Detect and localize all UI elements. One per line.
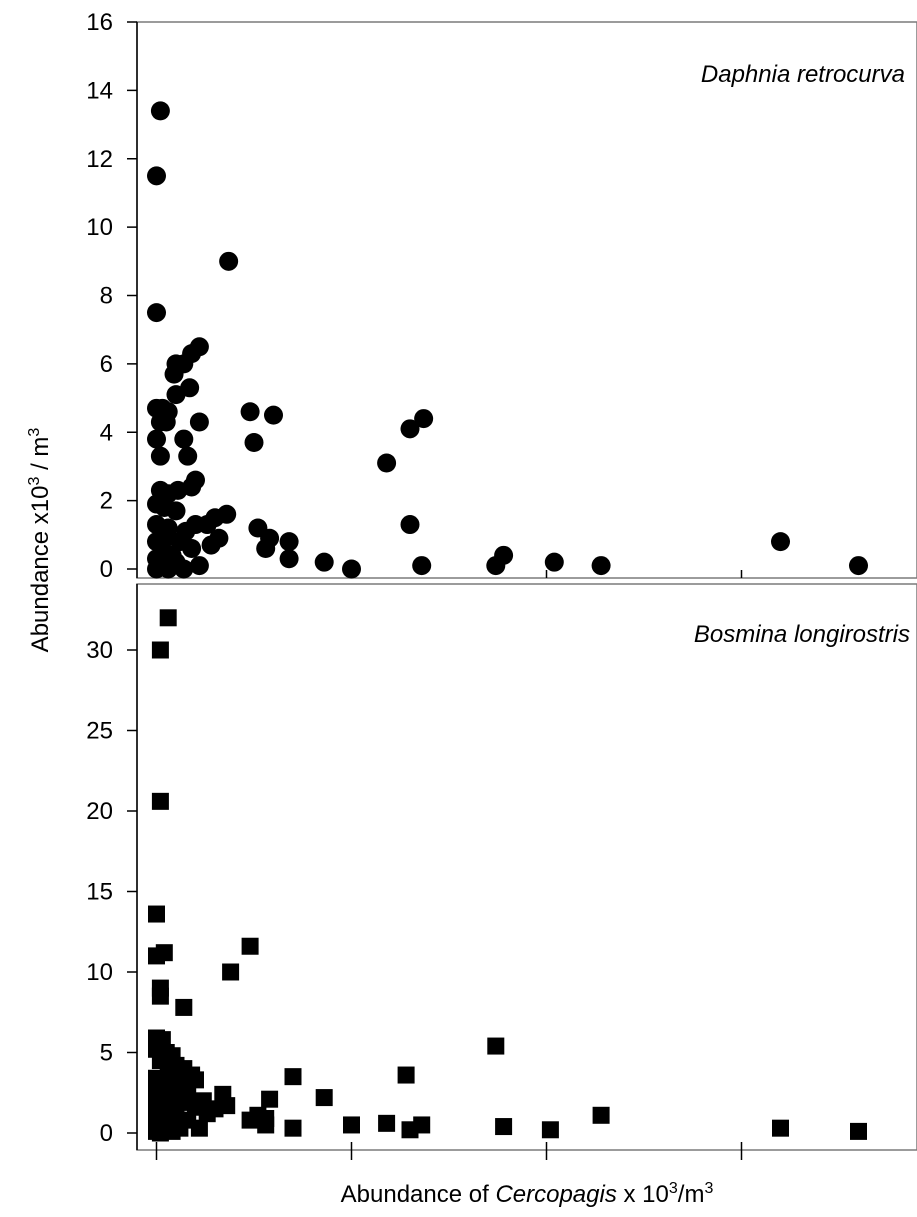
y-axis-title: Abundance x103 / m3 <box>26 428 54 653</box>
data-point-daphnia <box>414 409 434 429</box>
data-point-daphnia <box>189 412 209 432</box>
data-point-daphnia <box>147 166 166 186</box>
data-point-daphnia <box>197 515 217 535</box>
data-point-bosmina <box>151 641 169 659</box>
y-tick-label-daphnia: 8 <box>100 283 113 310</box>
data-point-daphnia <box>150 101 170 121</box>
data-point-bosmina <box>413 1116 431 1134</box>
data-point-bosmina <box>159 609 177 627</box>
data-point-daphnia <box>849 556 868 576</box>
y-tick-label-daphnia: 16 <box>86 9 113 36</box>
data-point-daphnia <box>150 446 170 466</box>
data-point-bosmina <box>163 1122 181 1140</box>
data-point-bosmina <box>495 1118 513 1136</box>
data-point-daphnia <box>591 556 611 576</box>
data-point-bosmina <box>151 987 169 1005</box>
data-point-bosmina <box>261 1090 279 1108</box>
y-tick-label-bosmina: 10 <box>86 959 113 986</box>
data-point-bosmina <box>151 792 169 810</box>
data-point-daphnia <box>147 429 166 449</box>
data-point-daphnia <box>156 412 176 432</box>
y-tick-label-daphnia: 10 <box>86 214 113 241</box>
data-point-daphnia <box>147 303 166 323</box>
data-point-daphnia <box>164 364 184 384</box>
data-point-daphnia <box>342 559 361 579</box>
data-point-daphnia <box>400 515 420 535</box>
data-point-bosmina <box>378 1114 396 1132</box>
data-point-bosmina <box>541 1121 559 1139</box>
y-tick-label-daphnia: 4 <box>100 419 113 446</box>
panel-title-top: Daphnia retrocurva <box>701 61 905 88</box>
y-tick-label-bosmina: 0 <box>100 1120 113 1147</box>
data-point-daphnia <box>400 419 420 439</box>
data-point-bosmina <box>175 998 193 1016</box>
data-point-daphnia <box>154 542 174 562</box>
data-point-daphnia <box>264 405 283 425</box>
data-point-daphnia <box>219 251 239 271</box>
data-point-bosmina <box>222 963 240 981</box>
panel-bosmina: 0 5 10 15 20 25 30 <box>86 583 917 1151</box>
data-point-daphnia <box>494 545 514 565</box>
plot-frame-bosmina <box>136 583 917 1151</box>
data-point-bosmina <box>343 1116 360 1134</box>
data-point-daphnia <box>256 538 276 558</box>
data-point-daphnia <box>189 556 209 576</box>
shared-x-axis <box>155 1150 743 1160</box>
data-point-daphnia <box>240 402 260 422</box>
data-point-daphnia <box>279 532 299 552</box>
data-point-daphnia <box>544 552 564 572</box>
data-point-daphnia <box>279 549 299 569</box>
data-point-daphnia <box>174 559 194 579</box>
y-tick-label-daphnia: 6 <box>100 351 113 378</box>
y-tick-label-daphnia: 12 <box>86 146 113 173</box>
data-point-bosmina <box>198 1105 216 1123</box>
data-point-bosmina <box>241 1111 259 1129</box>
data-point-daphnia <box>147 559 166 579</box>
data-point-bosmina <box>315 1089 333 1107</box>
data-point-daphnia <box>178 446 198 466</box>
data-point-daphnia <box>244 433 264 453</box>
data-point-daphnia <box>217 504 237 524</box>
data-point-daphnia <box>174 429 194 449</box>
data-point-bosmina <box>592 1106 610 1124</box>
y-tick-label-bosmina: 25 <box>86 718 113 745</box>
data-point-daphnia <box>182 538 202 558</box>
data-point-bosmina <box>284 1068 302 1086</box>
data-point-bosmina <box>187 1071 204 1089</box>
plot-frame-daphnia <box>136 21 917 579</box>
data-point-bosmina <box>772 1119 789 1137</box>
y-tick-label-bosmina: 30 <box>86 637 113 664</box>
data-point-daphnia <box>412 556 432 576</box>
x-axis-title: Abundance of Cercopagis x 103/m3 <box>341 1180 714 1208</box>
y-tick-label-bosmina: 15 <box>86 879 113 906</box>
panel-daphnia: 0 2 4 6 8 10 12 14 16 <box>86 9 917 583</box>
data-point-bosmina <box>148 905 165 923</box>
y-tick-label-daphnia: 14 <box>86 77 113 104</box>
data-point-bosmina <box>397 1066 415 1084</box>
data-point-bosmina <box>218 1097 236 1115</box>
data-point-bosmina <box>241 937 259 955</box>
y-tick-label-bosmina: 20 <box>86 798 113 825</box>
y-tick-label-daphnia: 0 <box>100 556 113 583</box>
data-point-daphnia <box>377 453 397 473</box>
data-point-daphnia <box>154 528 174 548</box>
panel-title-bottom: Bosmina longirostris <box>694 621 910 648</box>
data-point-bosmina <box>190 1119 208 1137</box>
data-point-daphnia <box>166 385 186 405</box>
data-point-bosmina <box>257 1116 275 1134</box>
data-point-daphnia <box>771 532 790 552</box>
y-tick-label-bosmina: 5 <box>100 1040 113 1067</box>
data-point-bosmina <box>155 944 173 962</box>
y-tick-label-daphnia: 2 <box>100 488 113 515</box>
data-point-bosmina <box>487 1037 505 1055</box>
data-point-daphnia <box>201 535 221 555</box>
data-point-daphnia <box>314 552 334 572</box>
data-point-bosmina <box>284 1119 302 1137</box>
data-point-daphnia <box>166 501 186 521</box>
data-point-bosmina <box>850 1122 867 1140</box>
